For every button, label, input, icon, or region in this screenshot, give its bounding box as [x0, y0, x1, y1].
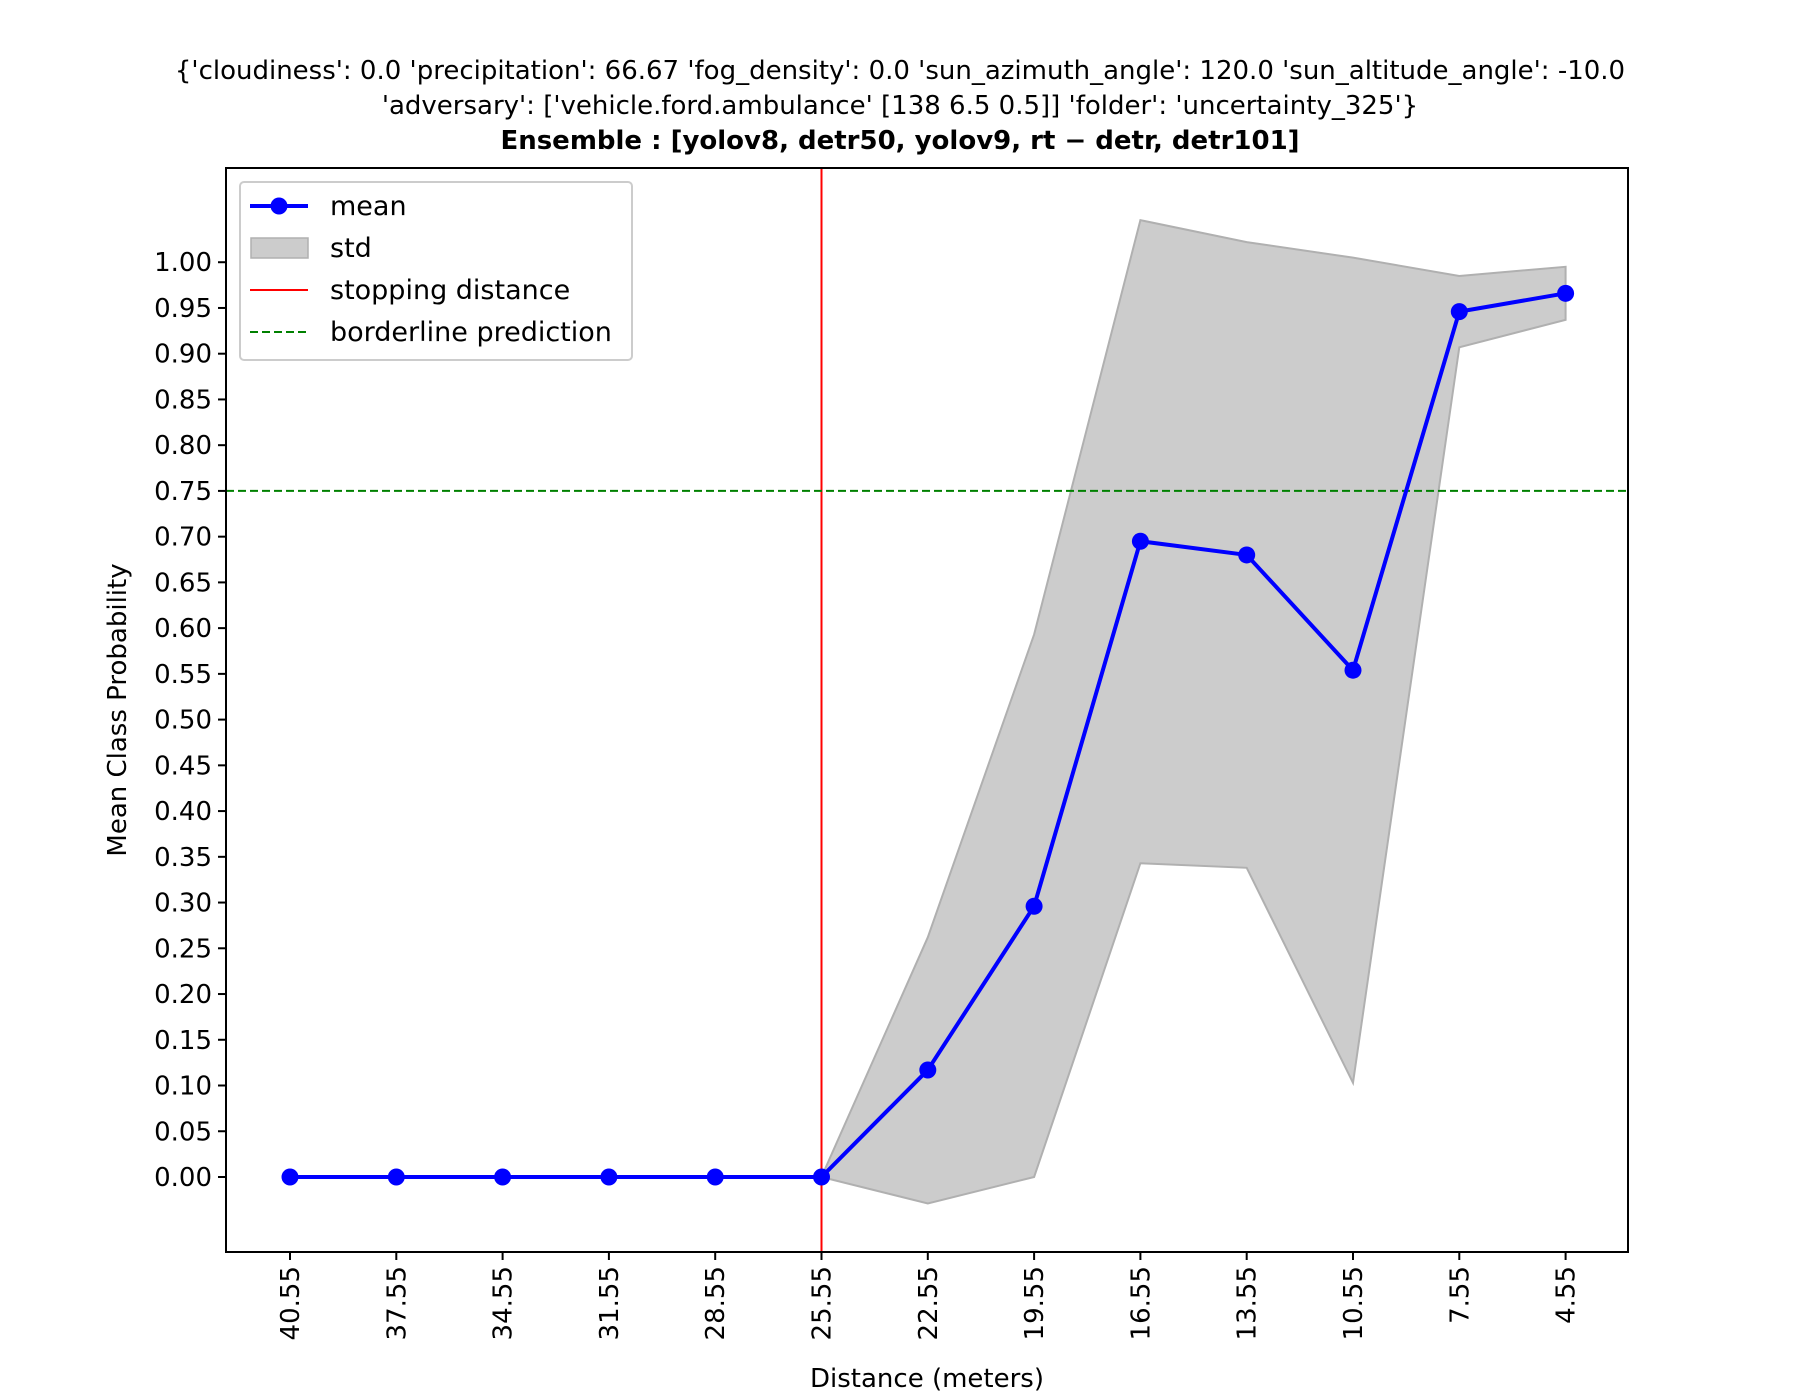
std-band-layer — [290, 218, 1567, 1205]
y-tick-label: 0.80 — [154, 431, 212, 461]
legend-stopping-distance-label: stopping distance — [330, 275, 570, 306]
y-tick-label: 0.15 — [154, 1026, 212, 1056]
x-tick-label: 25.55 — [808, 1266, 838, 1340]
x-tick-label: 34.55 — [489, 1266, 519, 1340]
mean-point — [706, 1168, 724, 1186]
mean-point — [813, 1168, 830, 1186]
chart-title-line-1: {'cloudiness': 0.0 'precipitation': 66.6… — [174, 56, 1626, 86]
y-tick-label: 1.00 — [154, 248, 212, 278]
y-tick-label: 0.05 — [154, 1117, 212, 1147]
x-tick-label: 10.55 — [1339, 1266, 1369, 1340]
x-tick-label: 31.55 — [595, 1266, 625, 1340]
x-tick-label: 19.55 — [1020, 1266, 1050, 1340]
legend-mean-marker — [270, 197, 288, 215]
reference-lines-layer — [226, 168, 1628, 1252]
y-tick-label: 0.10 — [154, 1072, 212, 1102]
mean-point — [1344, 661, 1362, 679]
y-tick-label: 0.55 — [154, 660, 212, 690]
mean-point — [600, 1168, 618, 1186]
x-tick-label: 37.55 — [382, 1266, 412, 1340]
y-tick-label: 0.30 — [154, 889, 212, 919]
legend-std-swatch — [250, 237, 309, 259]
y-tick-label: 0.00 — [154, 1163, 212, 1193]
y-tick-label: 0.90 — [154, 340, 212, 370]
y-tick-label: 0.35 — [154, 843, 212, 873]
mean-point — [1131, 532, 1149, 550]
x-axis-label: Distance (meters) — [810, 1364, 1044, 1394]
y-tick-label: 0.40 — [154, 797, 212, 827]
mean-point — [494, 1168, 512, 1186]
y-tick-label: 0.50 — [154, 706, 212, 736]
legend: mean std stopping distance borderline pr… — [239, 181, 633, 361]
x-tick-label: 4.55 — [1552, 1266, 1582, 1324]
x-tick-label: 40.55 — [276, 1266, 306, 1340]
mean-point — [1238, 546, 1256, 564]
x-tick-label: 28.55 — [701, 1266, 731, 1340]
legend-std-label: std — [330, 233, 372, 264]
mean-point — [281, 1168, 299, 1186]
mean-point — [1450, 303, 1468, 321]
mean-point — [1025, 897, 1043, 915]
y-axis-label: Mean Class Probability — [103, 563, 133, 856]
legend-borderline-prediction-label: borderline prediction — [330, 317, 612, 348]
mean-point — [1557, 284, 1575, 302]
x-tick-label: 7.55 — [1445, 1266, 1475, 1324]
y-tick-label: 0.85 — [154, 385, 212, 415]
y-tick-label: 0.60 — [154, 614, 212, 644]
chart-title-line-2: 'adversary': ['vehicle.ford.ambulance' [… — [381, 91, 1419, 121]
y-tick-label: 0.25 — [154, 934, 212, 964]
mean-series-layer — [281, 284, 1575, 1186]
x-tick-label: 16.55 — [1126, 1266, 1156, 1340]
legend-mean-label: mean — [330, 191, 407, 222]
x-tick-label: 22.55 — [914, 1266, 944, 1340]
y-tick-label: 0.45 — [154, 751, 212, 781]
std-band — [290, 218, 1567, 1205]
legend-box — [239, 181, 633, 361]
plot-area-frame — [225, 167, 1629, 1253]
mean-point — [919, 1061, 937, 1079]
mean-point — [387, 1168, 405, 1186]
x-tick-label: 13.55 — [1233, 1266, 1263, 1340]
y-tick-label: 0.95 — [154, 294, 212, 324]
y-tick-label: 0.70 — [154, 523, 212, 553]
y-tick-label: 0.20 — [154, 980, 212, 1010]
y-tick-label: 0.65 — [154, 568, 212, 598]
y-tick-label: 0.75 — [154, 477, 212, 507]
chart-title-ensemble: Ensemble : [yolov8, detr50, yolov9, rt −… — [500, 126, 1300, 156]
axes-layer: 0.00 0.05 0.10 0.15 0.20 0.25 0.30 0.35 0.40 0.45… — [154, 248, 1581, 1340]
